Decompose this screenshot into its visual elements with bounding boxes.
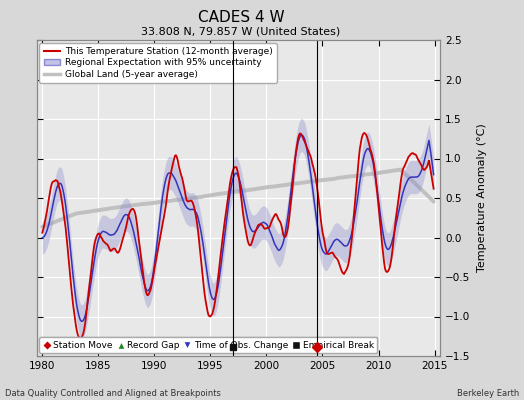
Y-axis label: Temperature Anomaly (°C): Temperature Anomaly (°C) (477, 124, 487, 272)
Legend: Station Move, Record Gap, Time of Obs. Change, Empirical Break: Station Move, Record Gap, Time of Obs. C… (39, 337, 377, 353)
Text: Data Quality Controlled and Aligned at Breakpoints: Data Quality Controlled and Aligned at B… (5, 389, 221, 398)
Text: 33.808 N, 79.857 W (United States): 33.808 N, 79.857 W (United States) (141, 26, 341, 36)
Text: Berkeley Earth: Berkeley Earth (456, 389, 519, 398)
Text: CADES 4 W: CADES 4 W (198, 10, 285, 25)
